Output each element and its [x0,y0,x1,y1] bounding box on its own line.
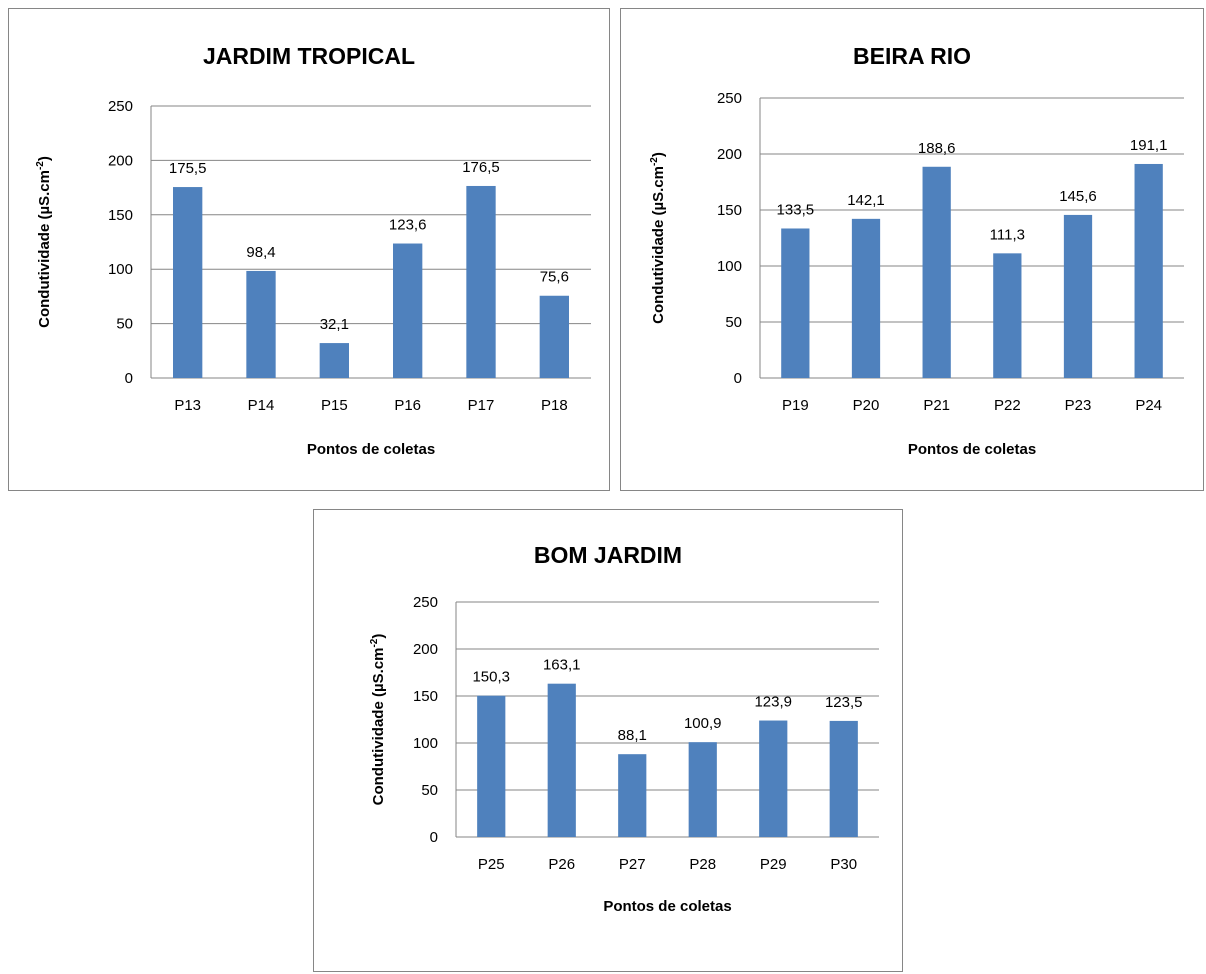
x-tick-label: P24 [1135,397,1162,414]
y-tick-label: 50 [725,314,742,331]
data-label: 145,6 [1059,188,1097,205]
y-tick-label: 100 [717,258,742,275]
data-label: 188,6 [918,140,956,157]
bar [477,695,506,837]
x-axis-title: Pontos de coletas [603,898,731,915]
data-label: 123,5 [825,694,863,711]
bar [922,166,951,378]
bar [759,720,788,837]
x-tick-label: P14 [248,397,275,414]
chart-svg: BOM JARDIM 0 50 100 150 200 250 150,3 P25 163,1 P2… [369,542,879,915]
bar [173,187,203,378]
y-tick-label: 150 [413,688,438,705]
x-tick-label: P16 [394,397,421,414]
chart-title: JARDIM TROPICAL [203,43,415,69]
x-tick-label: P15 [321,397,348,414]
x-tick-label: P25 [478,856,505,873]
bar [993,253,1022,378]
bar [1063,214,1093,378]
bar [466,185,496,378]
data-label: 150,3 [472,669,510,686]
chart-panel-beira-rio: BEIRA RIO 0 50 100 150 200 250 133,5 P19 142,1 P20… [620,8,1204,491]
data-label: 133,5 [777,201,815,218]
bar [781,228,810,378]
data-label: 163,1 [543,657,581,674]
data-label: 98,4 [246,244,275,261]
data-label: 191,1 [1130,137,1168,154]
x-tick-label: P21 [923,397,950,414]
chart-title: BEIRA RIO [853,43,971,69]
data-label: 100,9 [684,715,722,732]
x-tick-label: P22 [994,397,1021,414]
x-tick-label: P26 [548,856,575,873]
x-axis-title: Pontos de coletas [307,441,435,458]
data-label: 123,9 [754,694,792,711]
x-tick-label: P29 [760,856,787,873]
x-tick-label: P13 [174,397,201,414]
bar [539,295,569,378]
chart-svg: JARDIM TROPICAL 0 50 100 150 200 250 175,5 P13 98… [35,43,591,458]
y-tick-label: 150 [717,202,742,219]
bar [829,720,858,837]
x-axis-title: Pontos de coletas [908,441,1036,458]
data-label: 111,3 [990,226,1025,243]
y-tick-label: 150 [108,207,133,224]
x-tick-label: P17 [468,397,495,414]
bar [246,270,276,378]
bar [393,243,423,378]
y-tick-label: 50 [116,316,133,333]
bar [688,742,717,837]
y-tick-label: 0 [430,829,438,846]
data-label: 75,6 [540,269,569,286]
y-tick-label: 250 [413,594,438,611]
chart-svg: BEIRA RIO 0 50 100 150 200 250 133,5 P19 142,1 P20… [649,43,1184,458]
x-tick-label: P28 [689,856,716,873]
x-tick-label: P20 [853,397,880,414]
x-tick-label: P19 [782,397,809,414]
y-tick-label: 50 [421,782,438,799]
y-tick-label: 250 [717,90,742,107]
x-tick-label: P27 [619,856,646,873]
x-tick-label: P23 [1065,397,1092,414]
chart-panel-bom-jardim: BOM JARDIM 0 50 100 150 200 250 150,3 P25 163,1 P2… [313,509,903,972]
x-tick-label: P30 [830,856,857,873]
y-axis-title: Condutividade (µS.cm-2) [35,156,53,328]
bar [1134,163,1163,378]
data-label: 32,1 [320,316,349,333]
y-axis-title: Condutividade (µS.cm-2) [649,152,667,324]
y-tick-label: 200 [108,152,133,169]
y-tick-label: 200 [413,641,438,658]
bar [618,754,647,837]
y-tick-label: 100 [108,261,133,278]
bar [319,343,349,378]
chart-title: BOM JARDIM [534,542,682,568]
bar [547,683,576,837]
y-tick-label: 0 [734,370,742,387]
y-tick-label: 250 [108,98,133,115]
bar [851,218,881,378]
chart-panel-jardim-tropical: JARDIM TROPICAL 0 50 100 150 200 250 175,5 P13 98… [8,8,610,491]
data-label: 123,6 [389,217,427,234]
data-label: 176,5 [462,159,500,176]
y-tick-label: 200 [717,146,742,163]
data-label: 175,5 [169,160,207,177]
x-tick-label: P18 [541,397,568,414]
y-tick-label: 100 [413,735,438,752]
data-label: 88,1 [618,727,647,744]
data-label: 142,1 [847,192,885,209]
y-axis-title: Condutividade (µS.cm-2) [369,634,387,806]
y-tick-label: 0 [125,370,133,387]
